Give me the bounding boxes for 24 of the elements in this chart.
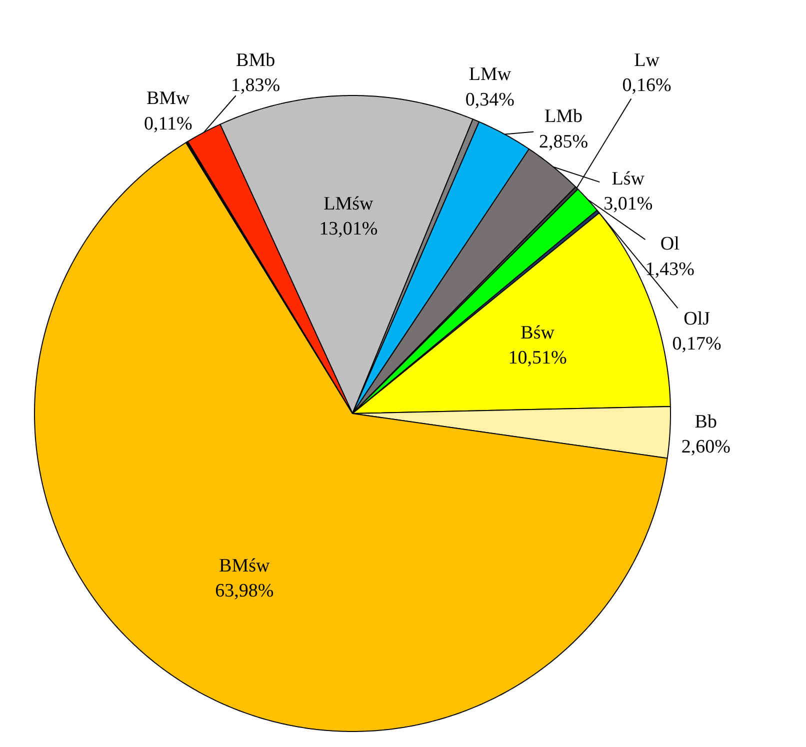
data-label: 0,17% (672, 333, 722, 354)
slice-label: BMb (236, 50, 276, 71)
slice-label: BMw (146, 88, 190, 110)
slice-label: Bb (694, 411, 717, 432)
slice-label: LMw (468, 64, 512, 86)
slice-label: Bśw (520, 322, 555, 344)
data-label: 1,83% (231, 75, 280, 96)
slice-label: Ol (660, 234, 680, 255)
slice-label: LMśw (324, 193, 374, 214)
data-label: 0,34% (465, 89, 515, 110)
data-label: 3,01% (604, 193, 653, 214)
slice-label: OlJ (684, 308, 710, 330)
slice-label: Lśw (612, 168, 645, 190)
slice-label: BMśw (219, 555, 270, 576)
data-label: 2,60% (681, 436, 731, 458)
data-label: 0,11% (144, 113, 192, 134)
slice-label: LMb (544, 106, 583, 128)
data-label: 2,85% (538, 131, 588, 152)
data-label: 1,43% (645, 258, 695, 280)
data-label: 0,16% (622, 75, 672, 96)
data-label: 10,51% (508, 348, 568, 369)
slice-label: Lw (634, 50, 660, 71)
data-label: 63,98% (215, 580, 274, 602)
data-label: 13,01% (319, 218, 378, 240)
